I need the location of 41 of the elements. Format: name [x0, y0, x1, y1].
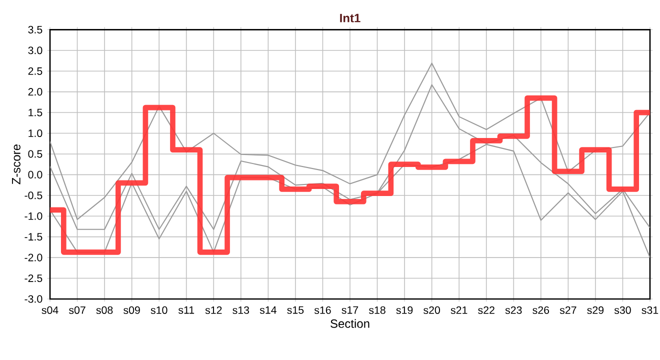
x-tick-label: s23 [505, 306, 522, 314]
y-tick-label: -1.0 [24, 212, 42, 220]
y-tick-label: 0.0 [28, 170, 42, 178]
y-tick-label: 3.0 [28, 46, 42, 54]
x-tick-label: s04 [42, 306, 58, 314]
y-tick-label: -3.0 [24, 295, 42, 303]
x-tick-label: s27 [560, 306, 576, 314]
y-tick-label: -2.5 [24, 274, 42, 282]
y-tick-label: -0.5 [24, 192, 42, 200]
x-tick-label: s31 [642, 306, 658, 314]
y-axis-title: Z-score [12, 144, 20, 184]
y-tick-label: -2.0 [24, 254, 42, 262]
y-tick-label: 2.0 [28, 88, 42, 96]
x-tick-label: s18 [368, 306, 386, 314]
y-tick-label: 1.0 [28, 129, 42, 138]
x-tick-label: s13 [232, 306, 250, 314]
x-tick-label: s12 [205, 306, 222, 314]
x-tick-label: s07 [68, 306, 86, 314]
x-tick-label: s19 [396, 306, 413, 314]
x-axis-title: Section [330, 319, 370, 328]
chart-title: Int1 [340, 14, 360, 22]
x-tick-label: s14 [260, 306, 276, 314]
line-series [50, 62, 650, 220]
x-tick-label: s09 [124, 306, 140, 314]
x-tick-label: s17 [342, 306, 358, 314]
x-tick-label: s10 [150, 306, 168, 314]
x-tick-label: s30 [614, 306, 631, 314]
x-tick-label: s22 [478, 306, 494, 314]
y-tick-label: 0.5 [28, 150, 42, 158]
y-tick-label: 1.5 [28, 108, 42, 116]
x-tick-label: s16 [314, 306, 331, 314]
x-tick-label: s15 [287, 306, 304, 314]
x-tick-label: s11 [178, 306, 194, 314]
x-tick-label: s21 [450, 306, 468, 314]
y-tick-label: -1.5 [24, 233, 42, 241]
x-tick-label: s08 [96, 306, 113, 314]
x-tick-label: s29 [587, 306, 604, 314]
x-tick-label: s26 [532, 306, 550, 314]
x-tick-label: s20 [424, 306, 440, 314]
y-tick-label: 2.5 [28, 67, 42, 75]
y-tick-label: 3.5 [28, 26, 42, 34]
